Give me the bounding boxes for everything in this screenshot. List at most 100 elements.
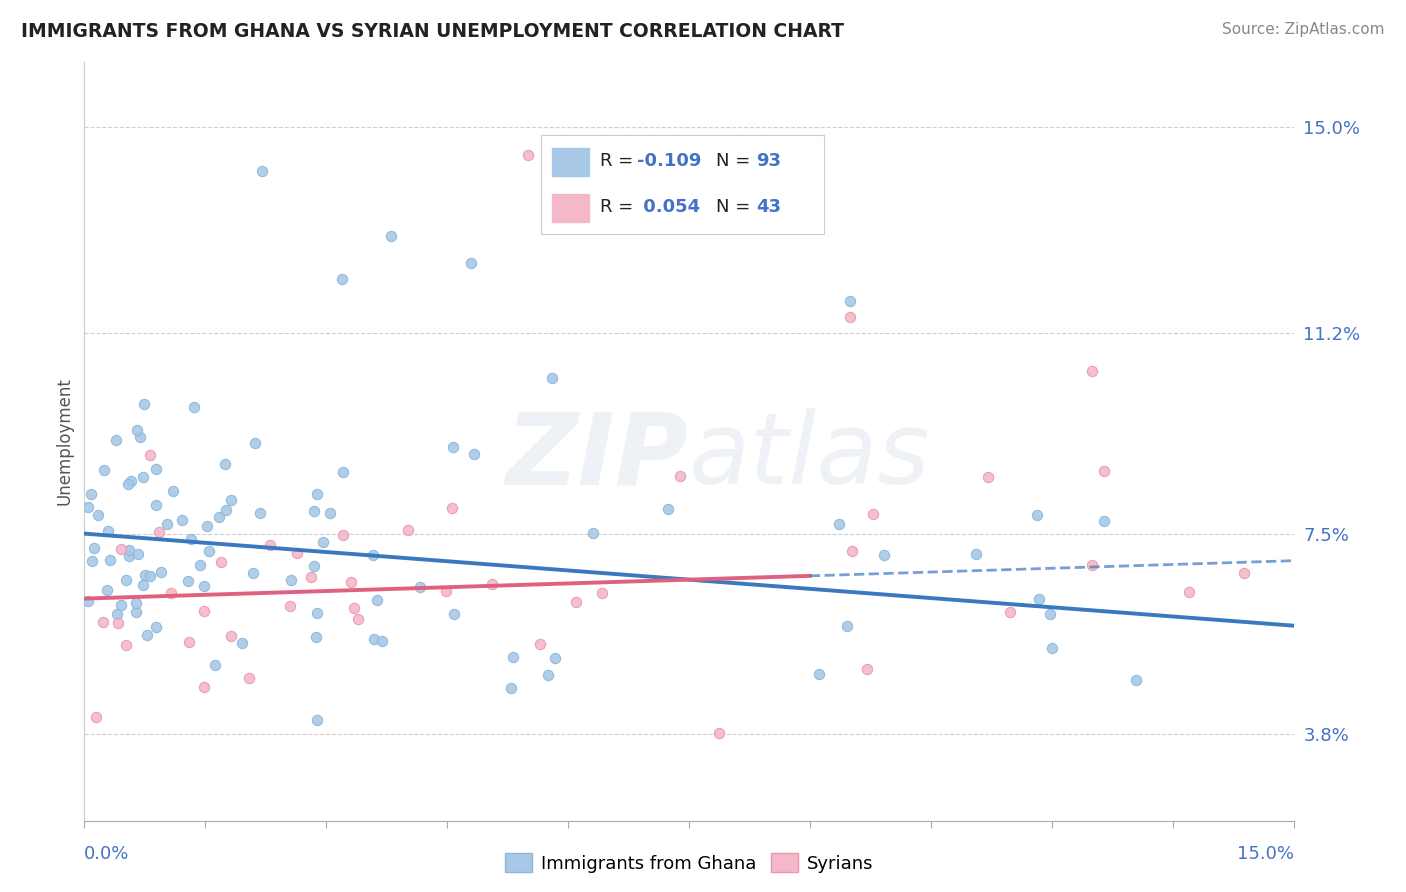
- Point: [856, 662, 879, 676]
- Point: [136, 627, 159, 641]
- Text: ZIP: ZIP: [506, 409, 689, 505]
- Point: [862, 507, 884, 521]
- Point: [259, 538, 281, 552]
- Point: [460, 256, 482, 270]
- Point: [807, 667, 830, 681]
- Point: [96, 583, 118, 598]
- Point: [581, 526, 603, 541]
- Text: atlas: atlas: [689, 409, 931, 505]
- Point: [180, 532, 202, 546]
- Point: [1233, 566, 1256, 580]
- Point: [125, 597, 148, 611]
- Point: [77, 500, 100, 515]
- Point: [145, 620, 167, 634]
- Point: [125, 606, 148, 620]
- Point: [346, 612, 368, 626]
- Point: [110, 599, 132, 613]
- Point: [1000, 605, 1022, 619]
- Point: [98, 553, 121, 567]
- Point: [305, 630, 328, 644]
- Point: [361, 549, 384, 563]
- Point: [105, 607, 128, 621]
- Text: -0.109: -0.109: [637, 153, 702, 170]
- Point: [134, 567, 156, 582]
- Point: [118, 542, 141, 557]
- Point: [835, 619, 858, 633]
- Point: [544, 651, 567, 665]
- Point: [304, 503, 326, 517]
- Point: [209, 555, 232, 569]
- Point: [197, 544, 219, 558]
- Point: [250, 163, 273, 178]
- Point: [1092, 465, 1115, 479]
- Point: [145, 462, 167, 476]
- Point: [434, 584, 457, 599]
- Point: [828, 517, 851, 532]
- Point: [380, 228, 402, 243]
- Point: [396, 523, 419, 537]
- Point: [207, 510, 229, 524]
- Point: [370, 634, 392, 648]
- Point: [127, 547, 149, 561]
- Point: [80, 487, 103, 501]
- Point: [441, 501, 464, 516]
- Text: 0.054: 0.054: [637, 198, 700, 216]
- Point: [319, 506, 342, 520]
- Point: [231, 636, 253, 650]
- Point: [564, 594, 586, 608]
- Point: [127, 423, 149, 437]
- Point: [177, 574, 200, 589]
- Legend: Immigrants from Ghana, Syrians: Immigrants from Ghana, Syrians: [498, 846, 880, 880]
- Point: [657, 502, 679, 516]
- Point: [115, 573, 138, 587]
- Point: [132, 397, 155, 411]
- Point: [80, 553, 103, 567]
- Point: [537, 668, 560, 682]
- Point: [97, 524, 120, 538]
- Point: [120, 474, 142, 488]
- Point: [215, 503, 238, 517]
- Point: [441, 440, 464, 454]
- Point: [285, 546, 308, 560]
- Point: [499, 681, 522, 695]
- Point: [148, 525, 170, 540]
- Text: IMMIGRANTS FROM GHANA VS SYRIAN UNEMPLOYMENT CORRELATION CHART: IMMIGRANTS FROM GHANA VS SYRIAN UNEMPLOY…: [21, 22, 844, 41]
- Point: [463, 447, 485, 461]
- Point: [839, 293, 862, 308]
- Point: [145, 498, 167, 512]
- Point: [219, 493, 242, 508]
- Point: [77, 594, 100, 608]
- Point: [1094, 514, 1116, 528]
- Text: 0.0%: 0.0%: [84, 845, 129, 863]
- Point: [839, 310, 862, 324]
- Point: [1178, 585, 1201, 599]
- Point: [307, 486, 329, 500]
- Point: [1025, 508, 1047, 523]
- Point: [139, 448, 162, 462]
- Y-axis label: Unemployment: Unemployment: [55, 377, 73, 506]
- Text: R =: R =: [600, 198, 640, 216]
- Point: [299, 570, 322, 584]
- Point: [188, 558, 211, 572]
- Point: [249, 506, 271, 520]
- Text: R =: R =: [600, 153, 640, 170]
- Point: [841, 544, 863, 558]
- Point: [84, 710, 107, 724]
- Point: [307, 606, 329, 620]
- Point: [193, 680, 215, 694]
- Point: [305, 713, 328, 727]
- Point: [219, 629, 242, 643]
- Point: [1081, 364, 1104, 378]
- Point: [87, 508, 110, 523]
- Point: [965, 547, 987, 561]
- Point: [193, 579, 215, 593]
- Point: [162, 484, 184, 499]
- Point: [179, 635, 201, 649]
- Point: [131, 578, 153, 592]
- Point: [443, 607, 465, 621]
- Point: [83, 541, 105, 556]
- Point: [160, 585, 183, 599]
- Point: [195, 519, 218, 533]
- Text: 93: 93: [756, 153, 782, 170]
- Point: [591, 585, 613, 599]
